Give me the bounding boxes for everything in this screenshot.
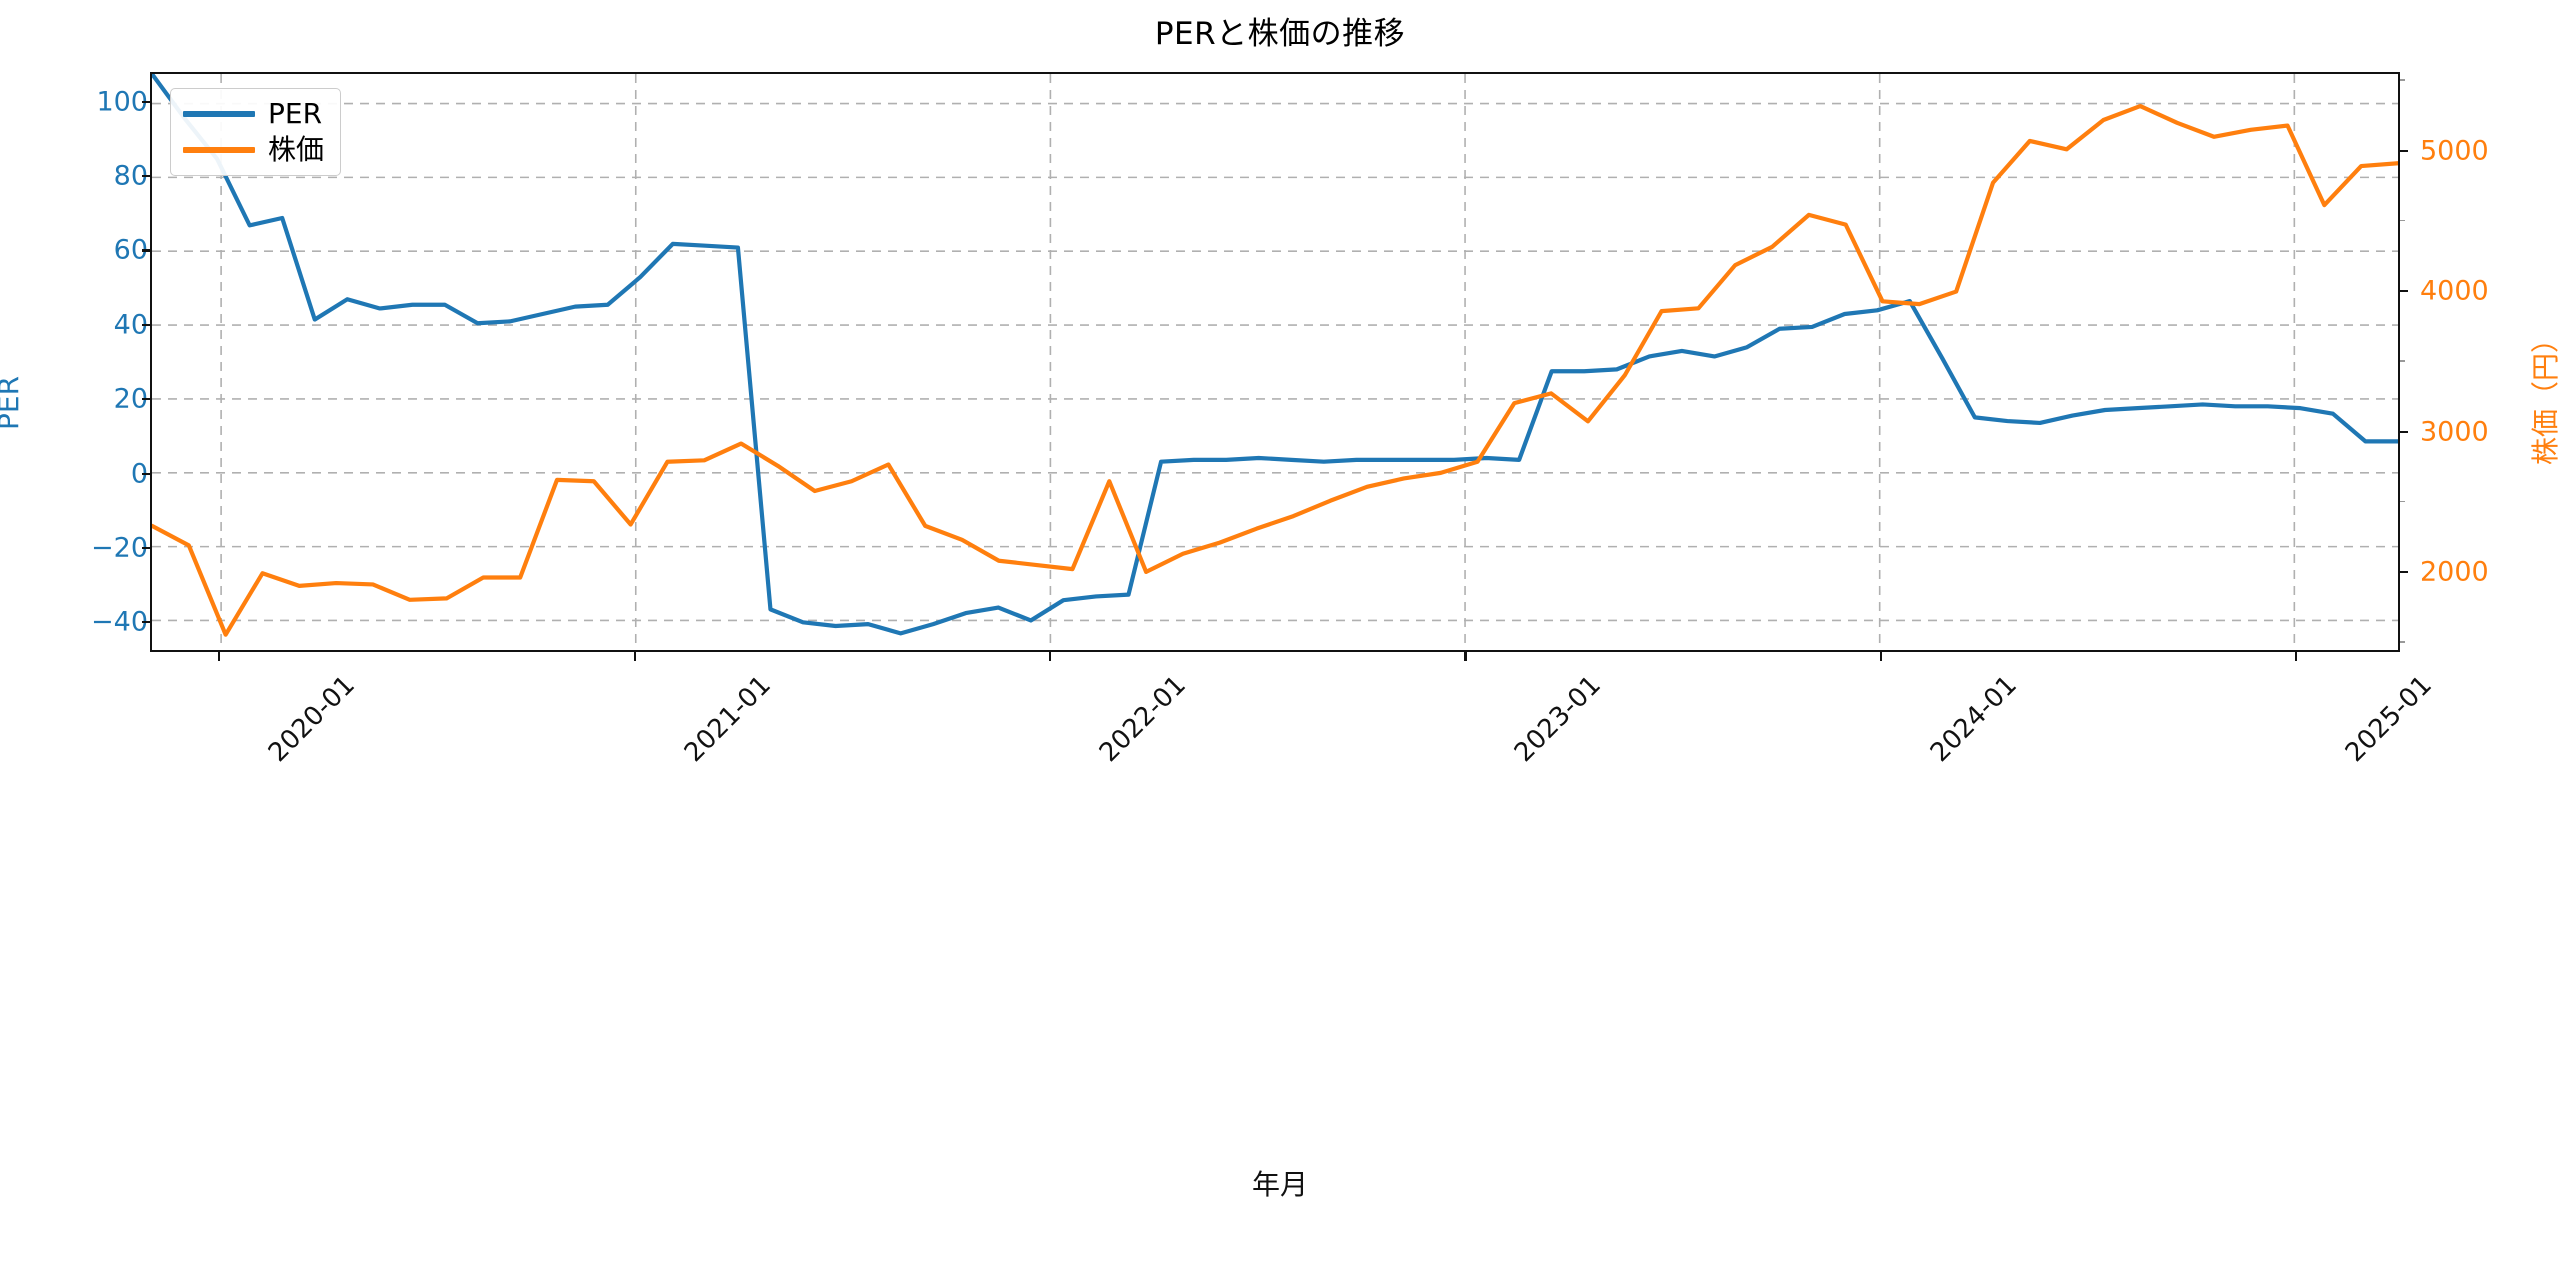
tick-mark — [1464, 652, 1467, 661]
y-axis-left-label: PER — [0, 375, 25, 430]
chart-title: PERと株価の推移 — [1154, 16, 1406, 52]
tick-mark — [142, 472, 150, 475]
x-axis-label: 年月 — [1251, 1168, 1308, 1201]
tick-mark — [142, 100, 150, 103]
y-tick-left--40: −40 — [91, 606, 148, 638]
x-tick-2020-01: 2020-01 — [263, 670, 362, 769]
x-tick-2024-01: 2024-01 — [1924, 670, 2023, 769]
tick-mark — [2400, 500, 2405, 503]
x-tick-2023-01: 2023-01 — [1509, 670, 1608, 769]
y-tick-left-0: 0 — [130, 458, 148, 490]
tick-mark — [2400, 641, 2405, 643]
x-tick-2025-01: 2025-01 — [2339, 670, 2438, 769]
tick-mark — [2400, 290, 2408, 293]
x-tick-2022-01: 2022-01 — [1093, 670, 1192, 769]
legend-swatch-price — [183, 147, 255, 153]
tick-mark — [2400, 570, 2408, 574]
y-tick-left-100: 100 — [96, 86, 148, 118]
tick-mark — [142, 398, 150, 401]
legend-swatch-per — [183, 111, 255, 117]
legend-label-per: PER — [268, 97, 323, 130]
tick-mark — [1049, 652, 1052, 661]
tick-mark — [2400, 79, 2405, 82]
series-line-price — [152, 106, 2398, 635]
y-tick-left--20: −20 — [91, 532, 148, 564]
y-tick-right-3000: 3000 — [2420, 416, 2489, 448]
tick-mark — [142, 249, 150, 252]
tick-mark — [142, 323, 150, 326]
plot-svg — [152, 74, 2398, 650]
legend-label-price: 株価 — [268, 133, 325, 166]
tick-mark — [2400, 149, 2408, 152]
y-tick-right-2000: 2000 — [2420, 556, 2489, 588]
tick-mark — [1879, 652, 1882, 661]
y-tick-right-4000: 4000 — [2420, 275, 2489, 307]
series-line-per — [152, 74, 2398, 633]
chart-legend[interactable]: PER 株価 — [170, 88, 342, 176]
data-lines — [152, 74, 2398, 635]
tick-mark — [218, 652, 221, 661]
x-tick-2021-01: 2021-01 — [678, 670, 777, 769]
tick-mark — [2295, 652, 2298, 661]
y-tick-left-80: 80 — [113, 160, 148, 192]
tick-mark — [142, 546, 150, 550]
gridlines — [152, 74, 2398, 650]
y-tick-right-5000: 5000 — [2420, 135, 2489, 167]
y-tick-left-40: 40 — [113, 309, 148, 341]
tick-mark — [633, 652, 636, 661]
y-tick-left-20: 20 — [113, 383, 148, 415]
tick-mark — [142, 621, 150, 624]
tick-mark — [2400, 219, 2405, 222]
plot-area — [150, 72, 2400, 652]
tick-mark — [2400, 360, 2405, 362]
tick-mark — [2400, 430, 2408, 433]
legend-item-price[interactable]: 株価 — [183, 135, 324, 165]
tick-mark — [142, 175, 150, 178]
y-tick-left-60: 60 — [113, 234, 148, 266]
legend-item-per[interactable]: PER — [183, 99, 324, 129]
